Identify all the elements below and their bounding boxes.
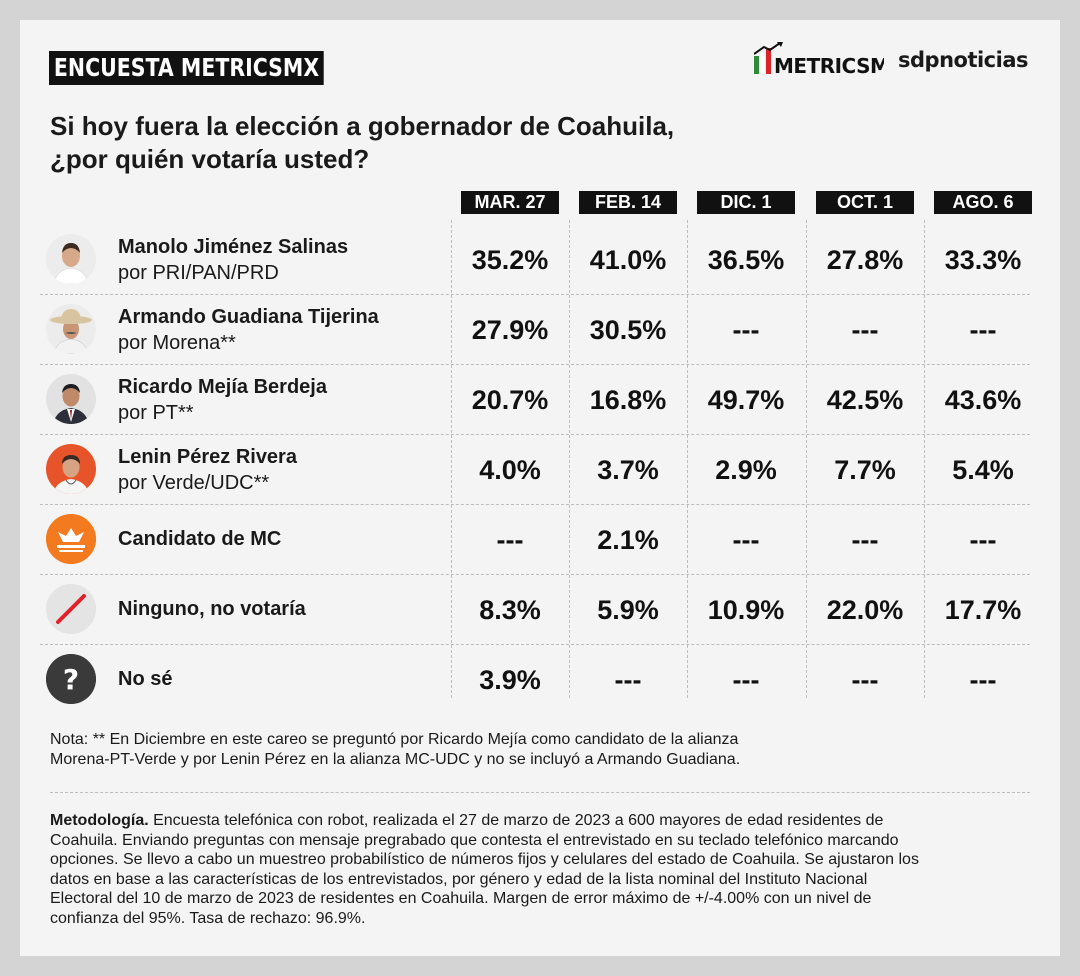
value-cell: 2.1%: [597, 525, 659, 555]
methodology-text: Encuesta telefónica con robot, realizada…: [148, 812, 884, 829]
footnote-line: Morena-PT-Verde y por Lenin Pérez en la …: [50, 751, 741, 768]
row-divider: [40, 434, 1030, 435]
column-header-dic1: DIC. 1: [697, 191, 795, 214]
column-divider: [806, 220, 807, 698]
value-cell: ---: [496, 525, 524, 555]
candidate-photo-manolo: [46, 234, 96, 284]
column-divider: [687, 220, 688, 698]
value-cell: 49.7%: [707, 385, 785, 415]
methodology-line: opciones. Se llevo a cabo un muestreo pr…: [50, 851, 919, 868]
value-cell: 22.0%: [826, 595, 904, 625]
row-divider: [40, 294, 1030, 295]
value-cell: 2.9%: [715, 455, 777, 485]
value-cell: ---: [732, 665, 760, 695]
value-cell: 5.9%: [597, 595, 659, 625]
question-line-2: ¿por quién votaría usted?: [50, 144, 370, 174]
candidate-name: Armando Guadiana Tijerina: [118, 306, 379, 328]
value-cell: ---: [614, 665, 642, 695]
column-divider: [451, 220, 452, 698]
value-cell: 3.9%: [479, 665, 541, 695]
candidate-party: por Morena**: [118, 332, 236, 354]
value-cell: ---: [969, 525, 997, 555]
candidate-name: Ninguno, no votaría: [118, 598, 306, 620]
candidate-party: por PRI/PAN/PRD: [118, 262, 279, 284]
methodology-line: Metodología. Encuesta telefónica con rob…: [50, 811, 1040, 831]
svg-text:?: ?: [63, 663, 79, 696]
value-cell: ---: [969, 315, 997, 345]
column-divider: [569, 220, 570, 698]
poll-card: ENCUESTA METRICSMX METRICSMX sdpnoticias…: [20, 20, 1060, 956]
candidate-photo-lenin: [46, 444, 96, 494]
row-divider: [40, 574, 1030, 575]
value-cell: ---: [851, 315, 879, 345]
methodology-line: Coahuila. Enviando preguntas con mensaje…: [50, 831, 899, 849]
survey-title-tag: ENCUESTA METRICSMX: [49, 51, 325, 85]
column-header-feb14: FEB. 14: [579, 191, 677, 214]
value-cell: ---: [732, 315, 760, 345]
value-cell: 33.3%: [944, 245, 1022, 275]
value-cell: 30.5%: [589, 315, 667, 345]
question-icon: ?: [46, 654, 96, 704]
candidate-party: por PT**: [118, 402, 194, 424]
value-cell: 36.5%: [707, 245, 785, 275]
candidate-name: Lenin Pérez Rivera: [118, 446, 297, 468]
value-cell: ---: [732, 525, 760, 555]
question-text: Si hoy fuera la elección a gobernador de…: [50, 110, 790, 176]
value-cell: 4.0%: [479, 455, 541, 485]
value-cell: ---: [969, 665, 997, 695]
value-cell: 41.0%: [589, 245, 667, 275]
candidate-party: por Verde/UDC**: [118, 472, 270, 494]
value-cell: 42.5%: [826, 385, 904, 415]
candidate-name: Manolo Jiménez Salinas: [118, 236, 349, 258]
column-header-mar27: MAR. 27: [461, 191, 559, 214]
methodology-line: confianza del 95%. Tasa de rechazo: 96.9…: [50, 909, 366, 927]
value-cell: ---: [851, 665, 879, 695]
candidate-photo-armando: [46, 304, 96, 354]
sdpnoticias-logo: sdpnoticias: [898, 48, 1029, 72]
methodology-label: Metodología.: [50, 812, 149, 829]
value-cell: 35.2%: [471, 245, 549, 275]
question-line-1: Si hoy fuera la elección a gobernador de…: [50, 111, 675, 141]
value-cell: 43.6%: [944, 385, 1022, 415]
column-header-oct1: OCT. 1: [816, 191, 914, 214]
column-header-ago6: AGO. 6: [934, 191, 1032, 214]
value-cell: 7.7%: [834, 455, 896, 485]
footnote: Nota: ** En Diciembre en este careo se p…: [50, 730, 1040, 770]
methodology: Metodología. Encuesta telefónica con rob…: [50, 811, 1040, 928]
row-divider: [40, 644, 1030, 645]
footnote-line: Nota: ** En Diciembre en este careo se p…: [50, 731, 739, 748]
footnote-divider: [50, 792, 1030, 793]
metricsmx-logo: METRICSMX: [754, 42, 884, 78]
value-cell: 16.8%: [589, 385, 667, 415]
slash-icon: [46, 584, 96, 634]
candidate-name: No sé: [118, 668, 173, 690]
value-cell: 27.9%: [471, 315, 549, 345]
candidate-name: Candidato de MC: [118, 528, 282, 550]
value-cell: 5.4%: [952, 455, 1014, 485]
column-divider: [924, 220, 925, 698]
row-divider: [40, 504, 1030, 505]
value-cell: 3.7%: [597, 455, 659, 485]
value-cell: 10.9%: [707, 595, 785, 625]
methodology-line: datos en base a las características de l…: [50, 870, 868, 888]
value-cell: 20.7%: [471, 385, 549, 415]
methodology-line: Electoral del 10 de marzo de 2023 de res…: [50, 890, 872, 907]
value-cell: 8.3%: [479, 595, 541, 625]
value-cell: 17.7%: [944, 595, 1022, 625]
svg-text:METRICSMX: METRICSMX: [774, 54, 884, 78]
row-divider: [40, 364, 1030, 365]
movimiento-ciudadano-logo-icon: [46, 514, 96, 564]
value-cell: 27.8%: [826, 245, 904, 275]
value-cell: ---: [851, 525, 879, 555]
candidate-photo-ricardo: [46, 374, 96, 424]
candidate-name: Ricardo Mejía Berdeja: [118, 376, 327, 398]
